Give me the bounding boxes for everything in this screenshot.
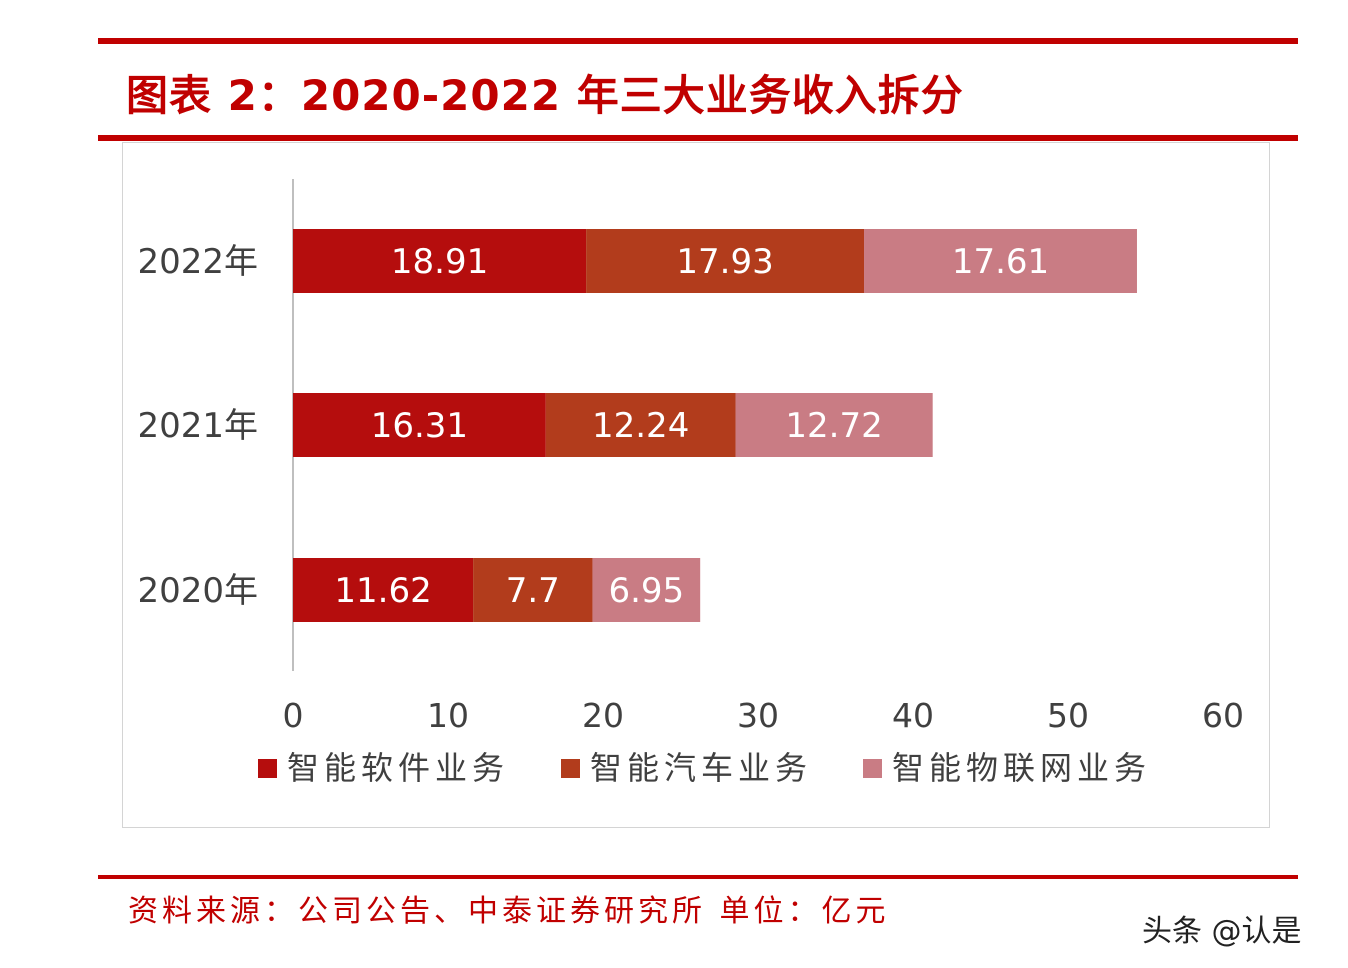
bar-segment [586, 229, 865, 293]
data-label: 12.72 [785, 406, 882, 446]
x-tick-label: 10 [427, 696, 469, 735]
x-tick-label: 20 [582, 696, 624, 735]
top-rule [98, 38, 1298, 44]
legend-label: 智能汽车业务 [590, 749, 812, 787]
bar-segment [592, 558, 701, 622]
legend-swatch [863, 759, 882, 778]
data-label: 6.95 [608, 571, 684, 611]
title-underline-rule [98, 135, 1298, 141]
data-label: 7.7 [506, 571, 560, 611]
bar-segment [735, 393, 933, 457]
bar-chart: 2022年 18.91 17.93 17.61 2021年 16.31 12.24 12.72… [137, 179, 1244, 787]
bar-segment [545, 393, 736, 457]
category-label: 2022年 [137, 242, 258, 282]
chart-title: 图表 2：2020-2022 年三大业务收入拆分 [126, 71, 964, 120]
category-label: 2020年 [137, 571, 258, 611]
bar-segment [293, 558, 474, 622]
x-tick-label: 0 [283, 696, 304, 735]
legend-swatch [258, 759, 277, 778]
source-note: 资料来源：公司公告、中泰证券研究所 单位：亿元 [128, 894, 890, 929]
bar-segment [864, 229, 1137, 293]
legend-swatch [561, 759, 580, 778]
bar-segment [293, 229, 587, 293]
legend-label: 智能物联网业务 [892, 749, 1151, 787]
bar-segment [473, 558, 593, 622]
bar-segment [293, 393, 546, 457]
data-label: 18.91 [391, 242, 488, 282]
legend-label: 智能软件业务 [287, 749, 509, 787]
x-tick-label: 50 [1047, 696, 1089, 735]
data-label: 12.24 [592, 406, 689, 446]
watermark: 头条 @认是 [1142, 914, 1302, 949]
x-tick-label: 30 [737, 696, 779, 735]
data-label: 16.31 [371, 406, 468, 446]
footer-rule [98, 875, 1298, 879]
chart-frame: 2022年 18.91 17.93 17.61 2021年 16.31 12.24 12.72… [122, 142, 1270, 828]
x-tick-label: 40 [892, 696, 934, 735]
data-label: 17.61 [952, 242, 1049, 282]
x-tick-label: 60 [1202, 696, 1244, 735]
data-label: 17.93 [676, 242, 773, 282]
category-label: 2021年 [137, 406, 258, 446]
data-label: 11.62 [334, 571, 431, 611]
